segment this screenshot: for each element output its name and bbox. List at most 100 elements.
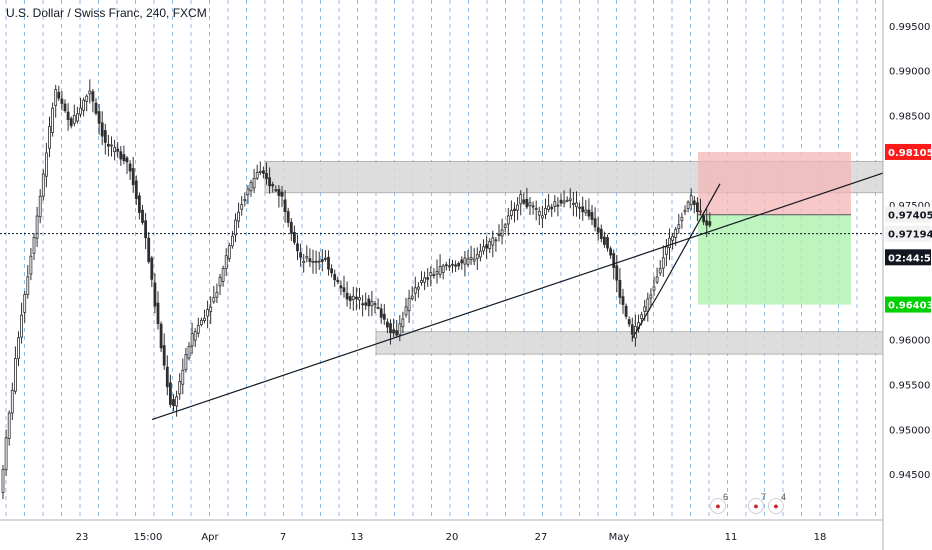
candle-body: [23, 294, 27, 313]
candle-body: [348, 296, 352, 301]
candle-body: [649, 294, 653, 299]
candle-body: [97, 111, 101, 124]
candle-body: [165, 366, 169, 388]
us-flag-event-icon[interactable]: ●: [710, 498, 726, 514]
candle-body: [466, 258, 470, 265]
candle-body: [584, 209, 588, 214]
candle-body: [389, 323, 392, 334]
us-flag-event-icon[interactable]: ●: [768, 498, 784, 514]
candle-body: [665, 246, 668, 255]
candle-body: [159, 323, 163, 349]
short-position-tool[interactable]: [698, 151, 851, 305]
candle-body: [441, 265, 445, 273]
candle-body: [268, 177, 272, 187]
time-tick-label: 11: [725, 532, 738, 543]
candle-body: [187, 346, 191, 359]
candle-body: [190, 333, 194, 347]
reward-zone[interactable]: [698, 214, 851, 305]
candle-body: [513, 208, 516, 211]
candle-body: [354, 296, 358, 300]
candle-body: [482, 246, 485, 252]
candle-body: [562, 200, 566, 204]
candle-body: [32, 237, 36, 254]
candle-body: [491, 237, 495, 246]
candle-body: [686, 201, 690, 209]
candle-body: [615, 265, 619, 281]
candle-body: [680, 216, 684, 222]
candle-body: [575, 202, 578, 208]
price-tick-label: 0.99500: [889, 22, 930, 33]
candle-body: [7, 412, 11, 439]
trendlines[interactable]: [0, 172, 884, 421]
risk-zone[interactable]: [698, 151, 851, 215]
channel-line-lower[interactable]: [631, 291, 661, 340]
candle-body: [261, 170, 265, 174]
candle-body: [209, 306, 213, 312]
candle-body: [150, 257, 154, 280]
candle-body: [221, 268, 225, 282]
candle-body: [361, 303, 365, 306]
candle-body: [317, 260, 321, 263]
candle-body: [407, 297, 411, 312]
candle-body: [10, 390, 14, 414]
price-tag-label: 0.97405: [888, 211, 932, 222]
candle-body: [609, 248, 612, 256]
event-count-label: 4: [781, 492, 787, 502]
candle-body: [661, 257, 665, 269]
candle-body: [38, 195, 42, 218]
candle-body: [227, 245, 231, 260]
candle-body: [116, 148, 120, 152]
candle-body: [463, 257, 467, 265]
candle-body: [88, 90, 92, 95]
candle-body: [438, 266, 442, 275]
candle-body: [603, 236, 606, 245]
rising-trendline[interactable]: [151, 172, 884, 421]
price-tick-label: 0.95500: [889, 381, 930, 392]
candle-body: [692, 200, 696, 205]
candle-body: [103, 130, 107, 143]
price-tick-label: 0.99000: [889, 67, 930, 78]
candle-body: [274, 189, 278, 192]
candle-body: [237, 211, 241, 222]
candle-body: [578, 206, 581, 209]
candle-body: [497, 234, 501, 236]
candle-body: [373, 303, 377, 305]
candle-body: [1, 469, 5, 493]
candle-body: [277, 189, 281, 196]
candle-body: [395, 330, 399, 336]
candle-body: [255, 171, 259, 179]
time-tick-label: Apr: [201, 532, 219, 543]
candle-body: [413, 287, 417, 294]
event-count-label: 6: [723, 492, 729, 502]
candle-body: [336, 279, 340, 283]
candle-body: [447, 265, 451, 268]
candle-body: [79, 107, 82, 115]
channel-line-upper[interactable]: [659, 183, 721, 292]
candle-body: [196, 325, 200, 334]
candle-body: [534, 208, 538, 210]
price-tag-label: 0.97194: [888, 230, 932, 241]
candle-body: [203, 317, 206, 321]
candle-body: [469, 257, 473, 260]
candle-body: [531, 205, 535, 208]
candle-body: [289, 221, 293, 234]
candle-body: [175, 396, 179, 407]
price-tag-box: [885, 249, 931, 266]
candle-body: [677, 224, 681, 229]
candle-body: [522, 199, 526, 204]
candle-body: [454, 264, 458, 267]
candle-body: [658, 268, 662, 274]
candle-body: [48, 126, 51, 149]
candle-body: [91, 91, 95, 102]
candle-body: [572, 202, 575, 205]
candle-body: [147, 237, 151, 263]
candle-body: [69, 118, 73, 127]
candle-body: [683, 209, 687, 213]
time-tick-label: 27: [535, 532, 548, 543]
candle-body: [252, 178, 256, 189]
candle-body: [423, 277, 427, 283]
us-flag-event-icon[interactable]: ●: [748, 498, 764, 514]
candle-body: [35, 215, 39, 239]
candle-body: [17, 337, 20, 359]
